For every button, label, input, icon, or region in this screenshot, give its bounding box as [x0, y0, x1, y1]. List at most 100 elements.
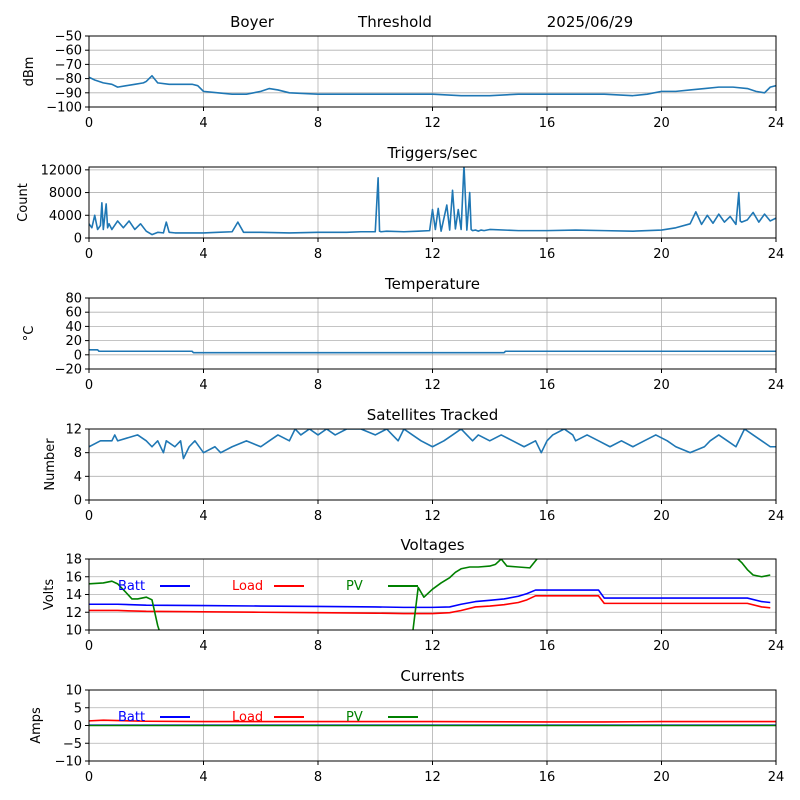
legend-label-pv: PV	[346, 710, 363, 725]
y-tick-label: 4000	[49, 209, 82, 224]
legend-label-load: Load	[232, 710, 263, 725]
y-tick-label: 8000	[49, 186, 82, 201]
y-tick-label: 18	[65, 553, 82, 568]
header-station: Boyer	[230, 13, 275, 31]
x-tick-label: 8	[314, 770, 322, 785]
panel-title: Temperature	[384, 275, 480, 293]
x-tick-label: 0	[85, 116, 93, 131]
legend-label-batt: Batt	[118, 579, 145, 594]
y-tick-label: −90	[55, 86, 82, 101]
y-tick-label: −70	[55, 58, 82, 73]
series-line-batt	[89, 589, 771, 609]
x-tick-label: 24	[768, 116, 785, 131]
y-tick-label: 80	[65, 292, 82, 307]
series-line-load	[89, 719, 776, 723]
legend-label-load: Load	[232, 579, 263, 594]
y-tick-label: 0	[74, 232, 82, 247]
series-line-data	[89, 429, 776, 460]
x-tick-label: 16	[539, 509, 556, 524]
x-tick-label: 0	[85, 378, 93, 393]
series-line-data	[89, 349, 776, 354]
y-tick-label: 16	[65, 570, 82, 585]
panel-title: Satellites Tracked	[367, 406, 498, 424]
y-tick-label: 20	[65, 334, 82, 349]
y-axis-label: Number	[43, 438, 58, 491]
x-tick-label: 4	[199, 247, 207, 262]
x-tick-label: 24	[768, 770, 785, 785]
x-tick-label: 0	[85, 509, 93, 524]
x-tick-label: 0	[85, 247, 93, 262]
x-tick-label: 8	[314, 247, 322, 262]
x-tick-label: 12	[424, 247, 441, 262]
x-tick-label: 12	[424, 116, 441, 131]
x-tick-label: 16	[539, 770, 556, 785]
panel-2: 0 4 8 12 16 20 24 0 4000 8000 12000 Triggers/sec Cou…	[16, 144, 784, 262]
y-tick-label: −80	[55, 72, 82, 87]
header-date: 2025/06/29	[547, 13, 633, 31]
panel-title: Voltages	[400, 536, 464, 554]
y-tick-label: 10	[65, 624, 82, 639]
y-tick-label: 0	[74, 494, 82, 509]
y-axis-label: Amps	[29, 707, 44, 744]
y-tick-label: 14	[65, 588, 82, 603]
panel-5: 0 4 8 12 16 20 24 10 12 14 16 18 Voltages Volts Batt Lo…	[42, 536, 784, 654]
y-tick-label: 8	[74, 446, 82, 461]
x-tick-label: 12	[424, 639, 441, 654]
x-tick-label: 12	[424, 378, 441, 393]
panel-title: Triggers/sec	[387, 144, 478, 162]
x-tick-label: 20	[653, 770, 670, 785]
panel-4: 0 4 8 12 16 20 24 0 4 8 12 Satellites Tracked Number	[43, 406, 784, 524]
y-tick-label: 4	[74, 470, 82, 485]
x-tick-label: 20	[653, 509, 670, 524]
x-tick-label: 24	[768, 378, 785, 393]
y-tick-label: 5	[74, 701, 82, 716]
x-tick-label: 8	[314, 378, 322, 393]
y-tick-label: −50	[55, 30, 82, 45]
x-tick-label: 16	[539, 639, 556, 654]
y-tick-label: 12	[65, 423, 82, 438]
x-tick-label: 4	[199, 116, 207, 131]
x-tick-label: 8	[314, 509, 322, 524]
y-axis-label: Volts	[42, 579, 57, 611]
x-tick-label: 16	[539, 378, 556, 393]
y-tick-label: −100	[46, 101, 82, 116]
x-tick-label: 12	[424, 509, 441, 524]
x-tick-label: 20	[653, 116, 670, 131]
panel-1: 0 4 8 12 16 20 24 −100−90−80−70−60−50 dBm	[22, 30, 784, 132]
y-tick-label: 40	[65, 320, 82, 335]
x-tick-label: 16	[539, 116, 556, 131]
x-tick-label: 16	[539, 247, 556, 262]
x-tick-label: 4	[199, 509, 207, 524]
x-tick-label: 8	[314, 639, 322, 654]
y-tick-label: 0	[74, 719, 82, 734]
x-tick-label: 20	[653, 639, 670, 654]
y-tick-label: −20	[55, 363, 82, 378]
x-tick-label: 24	[768, 247, 785, 262]
series-line-load	[89, 595, 771, 615]
x-tick-label: 0	[85, 770, 93, 785]
y-tick-label: 12000	[41, 163, 82, 178]
legend-label-batt: Batt	[118, 710, 145, 725]
series-line-pv	[89, 559, 771, 630]
x-tick-label: 0	[85, 639, 93, 654]
x-tick-label: 4	[199, 770, 207, 785]
y-axis-label: dBm	[22, 57, 37, 87]
series-line-data	[89, 167, 776, 236]
x-tick-label: 24	[768, 509, 785, 524]
y-tick-label: 12	[65, 606, 82, 621]
y-tick-label: −60	[55, 44, 82, 59]
y-tick-label: 0	[74, 348, 82, 363]
x-tick-label: 20	[653, 378, 670, 393]
x-tick-label: 12	[424, 770, 441, 785]
panel-6: 0 4 8 12 16 20 24 −10 −5 0 5 10 Currents Amps Batt Load…	[29, 667, 784, 785]
series-line-data	[89, 74, 776, 97]
x-tick-label: 20	[653, 247, 670, 262]
x-tick-label: 4	[199, 639, 207, 654]
x-tick-label: 24	[768, 639, 785, 654]
x-tick-label: 4	[199, 378, 207, 393]
y-tick-label: −5	[63, 737, 82, 752]
panel-title: Currents	[400, 667, 464, 685]
